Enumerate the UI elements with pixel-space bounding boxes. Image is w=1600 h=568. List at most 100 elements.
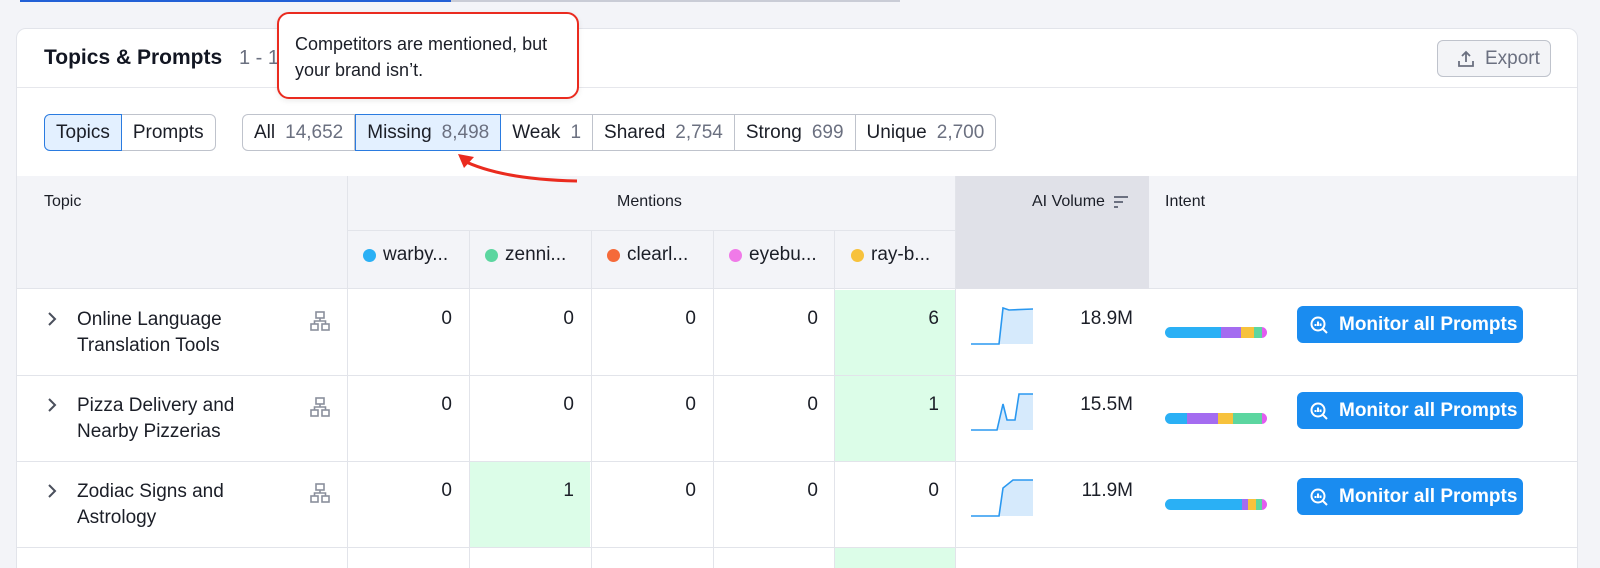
topic-name[interactable]: Online Language Translation Tools bbox=[77, 309, 222, 356]
intent-commercial bbox=[1218, 413, 1234, 424]
intent-commercial bbox=[1247, 499, 1256, 510]
table-header bbox=[17, 176, 1577, 289]
mention-eyebuy: 0 bbox=[807, 394, 818, 415]
volume-sparkline bbox=[971, 306, 1033, 345]
intent-informational bbox=[1165, 327, 1222, 338]
topics-prompts-card: Topics & Prompts 1 - 1 Export Topics Pro… bbox=[16, 28, 1578, 568]
mention-clearly: 0 bbox=[685, 308, 696, 329]
table-row[interactable]: Pizza Delivery and Nearby Pizzerias 0 0 … bbox=[17, 376, 1577, 462]
column-divider bbox=[591, 230, 592, 568]
ai-volume-value: 18.9M bbox=[1080, 308, 1133, 329]
top-progress-fill bbox=[20, 0, 452, 2]
competitor-rayban: ray-b... bbox=[851, 244, 930, 266]
competitor-label: clearl... bbox=[627, 244, 689, 265]
highlight-cell bbox=[834, 548, 955, 568]
filter-unique[interactable]: Unique 2,700 bbox=[855, 114, 997, 151]
table-row[interactable]: Zodiac Signs and Astrology 0 1 0 0 0 11.… bbox=[17, 462, 1577, 548]
header-mentions: Mentions bbox=[617, 193, 682, 210]
filter-label: Weak bbox=[512, 121, 561, 143]
filter-label: All bbox=[254, 121, 276, 143]
upload-icon bbox=[1458, 50, 1474, 67]
competitor-clearly: clearl... bbox=[607, 244, 688, 266]
highlight-cell bbox=[834, 290, 955, 375]
mention-clearly: 0 bbox=[685, 394, 696, 415]
intent-other bbox=[1261, 327, 1267, 338]
filter-count: 2,754 bbox=[675, 121, 723, 143]
competitor-warby: warby... bbox=[363, 244, 448, 266]
competitor-label: ray-b... bbox=[871, 244, 931, 265]
intent-navigational bbox=[1187, 413, 1219, 424]
mention-rayban: 6 bbox=[928, 308, 939, 329]
intent-bar bbox=[1165, 499, 1267, 510]
topic-name[interactable]: Zodiac Signs and Astrology bbox=[77, 481, 224, 528]
hierarchy-icon[interactable] bbox=[309, 310, 331, 332]
filter-label: Missing bbox=[367, 121, 432, 143]
search-chart-icon bbox=[1310, 316, 1328, 334]
filter-weak[interactable]: Weak 1 bbox=[501, 114, 594, 151]
competitor-dot bbox=[607, 248, 620, 262]
intent-other bbox=[1261, 413, 1267, 424]
competitor-eyebuy: eyebu... bbox=[729, 244, 817, 266]
volume-sparkline bbox=[971, 393, 1033, 431]
chevron-right-icon[interactable] bbox=[45, 396, 59, 414]
chevron-right-icon[interactable] bbox=[45, 310, 59, 328]
chevron-right-icon[interactable] bbox=[45, 482, 59, 500]
highlight-cell bbox=[834, 376, 955, 461]
column-divider bbox=[347, 176, 348, 568]
toggle-prompts[interactable]: Prompts bbox=[121, 114, 216, 151]
mention-rayban: 1 bbox=[928, 394, 939, 415]
hierarchy-icon[interactable] bbox=[309, 396, 331, 418]
monitor-label: Monitor all Prompts bbox=[1339, 485, 1518, 507]
column-divider bbox=[713, 230, 714, 568]
filter-count: 8,498 bbox=[441, 121, 490, 143]
monitor-label: Monitor all Prompts bbox=[1339, 313, 1518, 335]
highlight-cell bbox=[469, 462, 590, 547]
intent-commercial bbox=[1241, 327, 1254, 338]
intent-transactional bbox=[1253, 327, 1262, 338]
mention-rayban: 0 bbox=[928, 480, 939, 501]
ai-volume-label: AI Volume bbox=[1032, 193, 1105, 210]
monitor-all-prompts-button[interactable]: Monitor all Prompts bbox=[1297, 306, 1523, 343]
filter-count: 2,700 bbox=[936, 121, 985, 143]
competitor-dot bbox=[729, 248, 742, 262]
mentions-divider bbox=[347, 230, 955, 231]
sort-icon bbox=[1113, 196, 1128, 208]
pointer-arrow-icon bbox=[458, 154, 578, 183]
missing-tooltip: Competitors are mentioned, but your bran… bbox=[277, 12, 579, 99]
filter-missing[interactable]: Missing 8,498 bbox=[355, 114, 502, 151]
column-divider bbox=[469, 230, 470, 568]
header-ai-volume[interactable]: AI Volume bbox=[1032, 193, 1129, 211]
filter-label: Shared bbox=[604, 121, 666, 143]
volume-sparkline bbox=[971, 479, 1033, 517]
mention-zenni: 1 bbox=[563, 480, 574, 501]
toggle-topics[interactable]: Topics bbox=[44, 114, 122, 151]
filter-label: Strong bbox=[745, 121, 802, 143]
export-label: Export bbox=[1485, 47, 1540, 69]
search-chart-icon bbox=[1310, 488, 1328, 506]
competitor-zenni: zenni... bbox=[485, 244, 566, 266]
export-button[interactable]: Export bbox=[1437, 40, 1551, 77]
ai-volume-value: 11.9M bbox=[1081, 480, 1133, 501]
filter-count: 1 bbox=[570, 121, 582, 143]
table-row[interactable]: Online Language Translation Tools 0 0 0 … bbox=[17, 290, 1577, 376]
monitor-all-prompts-button[interactable]: Monitor all Prompts bbox=[1297, 478, 1523, 515]
monitor-all-prompts-button[interactable]: Monitor all Prompts bbox=[1297, 392, 1523, 429]
filter-all[interactable]: All 14,652 bbox=[242, 114, 356, 151]
intent-informational bbox=[1165, 413, 1188, 424]
intent-transactional bbox=[1233, 413, 1262, 424]
filter-label: Unique bbox=[866, 121, 927, 143]
topic-name[interactable]: Pizza Delivery and Nearby Pizzerias bbox=[77, 395, 235, 442]
hierarchy-icon[interactable] bbox=[309, 482, 331, 504]
column-divider bbox=[955, 176, 956, 568]
filter-strong[interactable]: Strong 699 bbox=[734, 114, 856, 151]
mention-warby: 0 bbox=[441, 308, 452, 329]
filter-shared[interactable]: Shared 2,754 bbox=[593, 114, 735, 151]
page-title: Topics & Prompts bbox=[44, 46, 223, 69]
intent-informational bbox=[1165, 499, 1242, 510]
result-count: 1 - 1 bbox=[239, 47, 280, 69]
monitor-label: Monitor all Prompts bbox=[1339, 399, 1518, 421]
header-topic[interactable]: Topic bbox=[44, 193, 82, 210]
filter-count: 699 bbox=[811, 121, 844, 143]
filter-tabs: All 14,652 Missing 8,498 Weak 1 Shared 2,754… bbox=[242, 114, 997, 151]
mention-warby: 0 bbox=[441, 480, 452, 501]
